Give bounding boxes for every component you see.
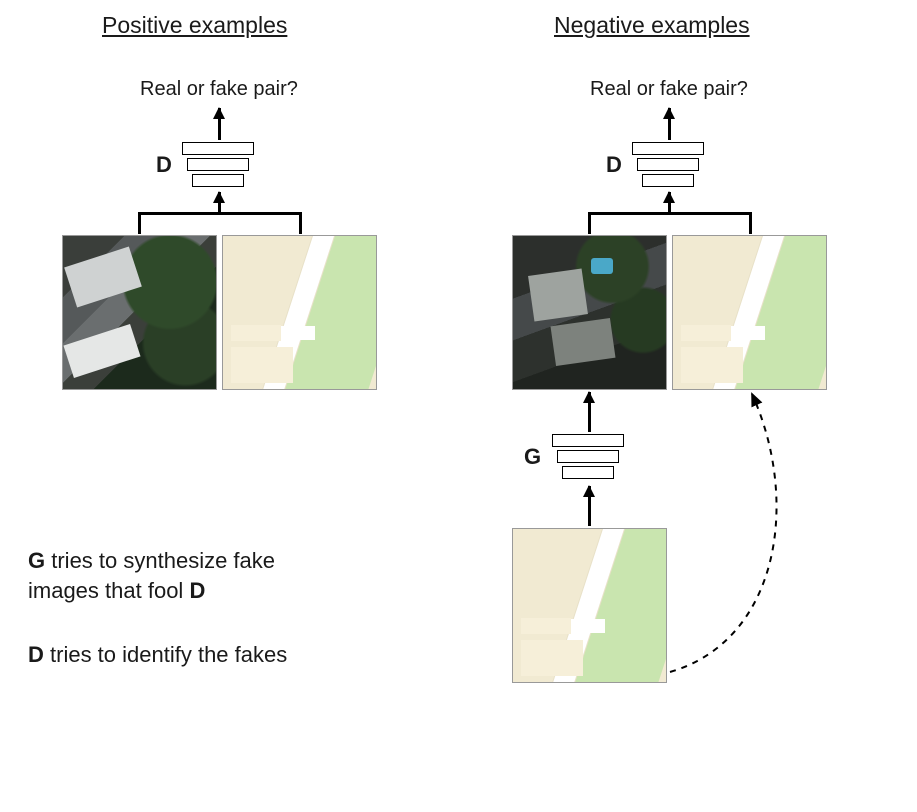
dashed-arrow-map-copy [0,0,917,812]
tile-map-bottom [512,528,667,683]
nn-layer [557,450,619,463]
arrow-map-to-g [588,486,591,526]
nn-layer [642,174,694,187]
nn-layer [182,142,254,155]
pair-bracket-left [62,212,376,236]
d-stack-right [632,142,704,187]
d-stack-left [182,142,254,187]
header-negative: Negative examples [554,12,750,39]
caption-d-text: tries to identify the fakes [44,642,287,667]
caption-g-bold2: D [189,578,205,603]
d-label-right: D [606,152,622,178]
caption-g-bold: G [28,548,45,573]
nn-layer [632,142,704,155]
caption-g-text2: images that fool [28,578,189,603]
tile-map-right [672,235,827,390]
d-label-left: D [156,152,172,178]
arrow-d-out-left [218,108,221,140]
arrow-bracket-to-d-left [218,192,221,212]
nn-layer [562,466,614,479]
g-stack [552,434,624,479]
tile-satellite-left [62,235,217,390]
caption-d: D tries to identify the fakes [28,640,287,670]
nn-layer [637,158,699,171]
g-label: G [524,444,541,470]
question-right: Real or fake pair? [590,78,748,101]
tile-satellite-right [512,235,667,390]
arrow-g-to-sat [588,392,591,432]
caption-g-text1: tries to synthesize fake [45,548,275,573]
header-positive: Positive examples [102,12,287,39]
pair-bracket-right [512,212,826,236]
nn-layer [187,158,249,171]
caption-d-bold: D [28,642,44,667]
tile-map-left [222,235,377,390]
question-left: Real or fake pair? [140,78,298,101]
arrow-bracket-to-d-right [668,192,671,212]
nn-layer [192,174,244,187]
arrow-d-out-right [668,108,671,140]
nn-layer [552,434,624,447]
caption-g: G tries to synthesize fake images that f… [28,546,275,605]
